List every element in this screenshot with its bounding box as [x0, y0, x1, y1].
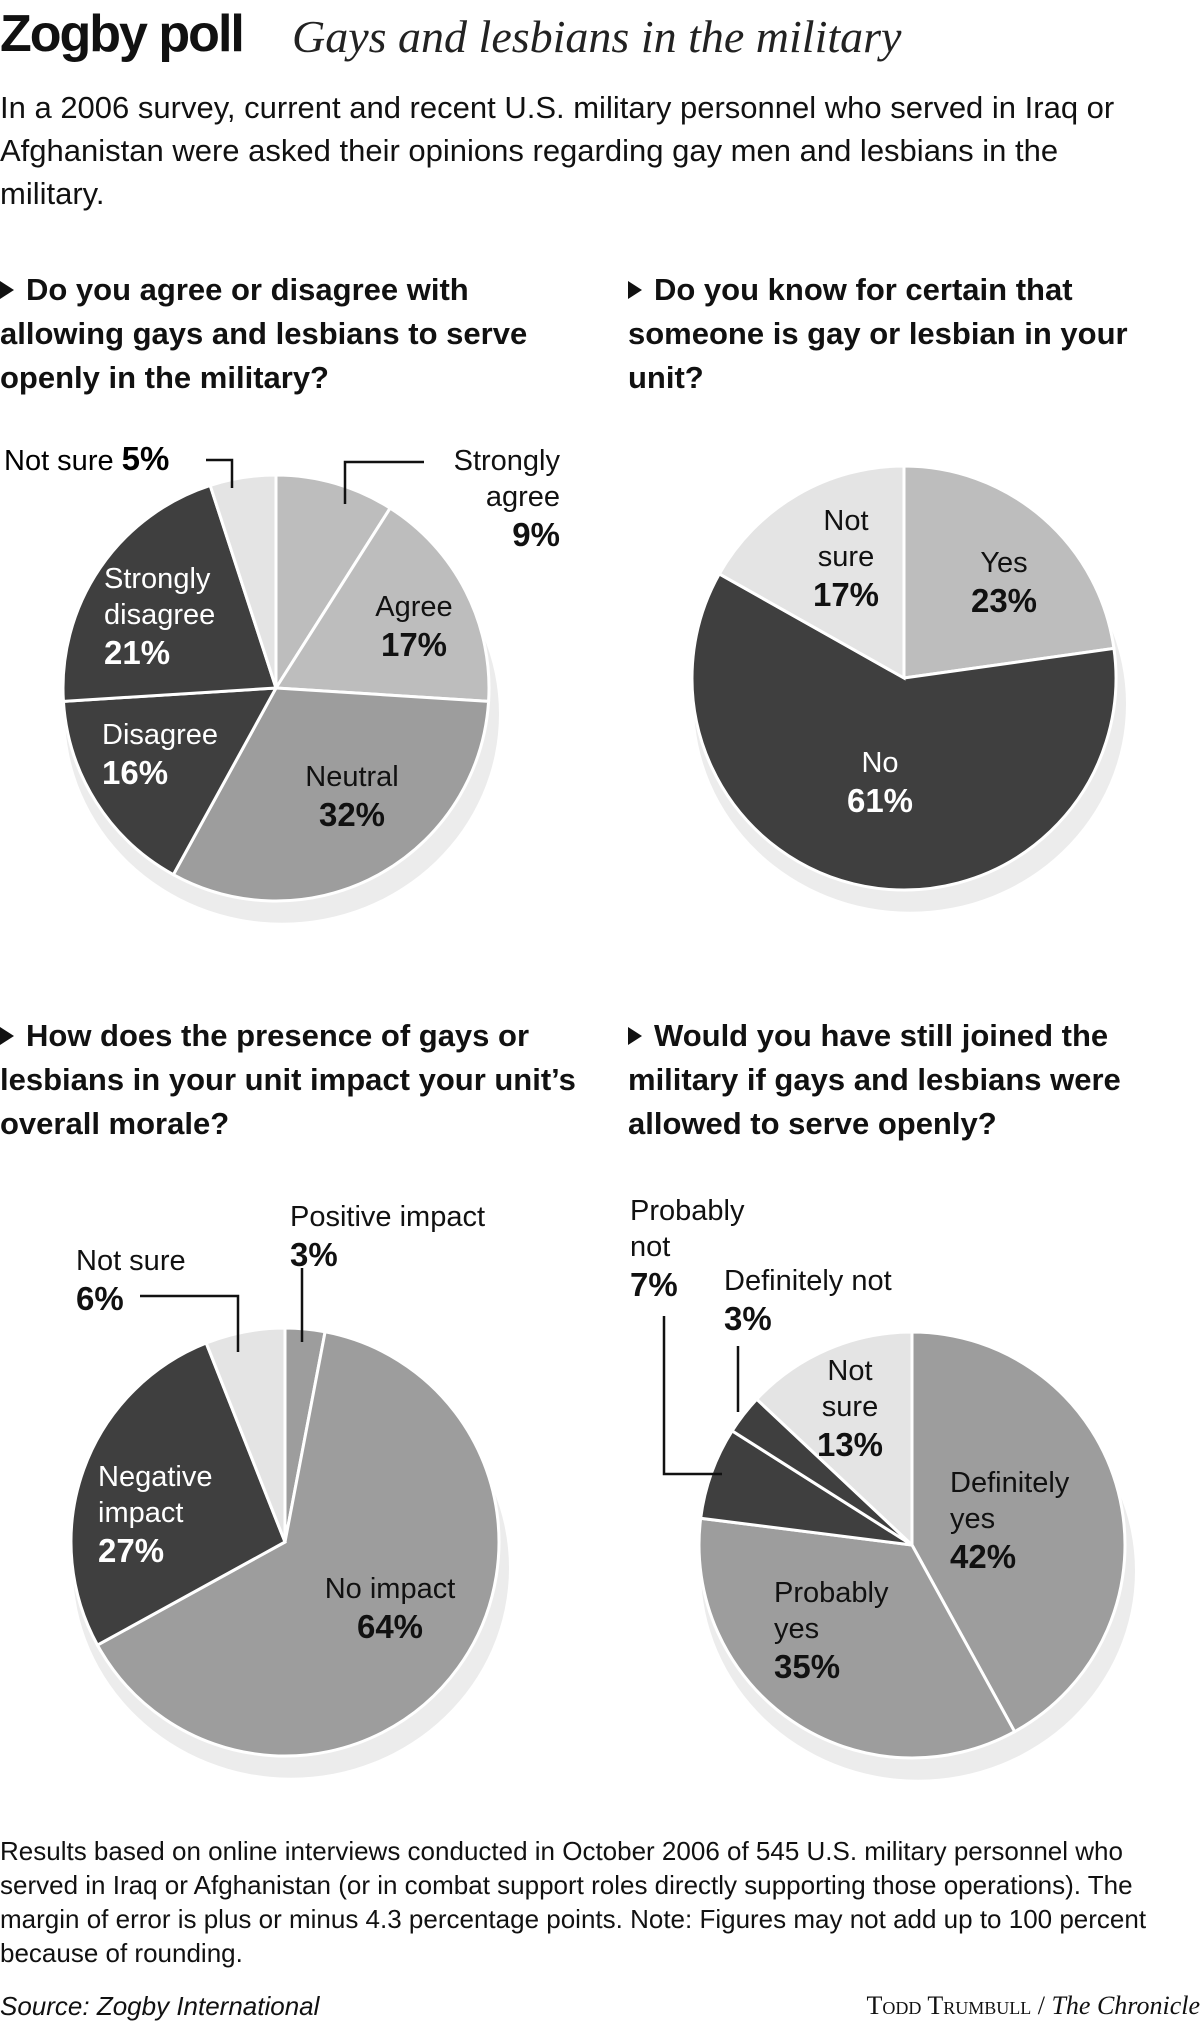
slice-percent: 16%	[102, 754, 168, 791]
pie-slice-not-sure	[208, 473, 278, 689]
question-4-text: Would you have still joined the military…	[628, 1018, 1121, 1141]
question-1: Do you agree or disagree with allowing g…	[0, 268, 580, 400]
slice-percent: 6%	[76, 1280, 124, 1317]
slice-category: agree	[486, 481, 560, 513]
intro-text: In a 2006 survey, current and recent U.S…	[0, 90, 1115, 211]
slice-category: Not sure	[76, 1245, 186, 1277]
slice-category: not	[630, 1231, 670, 1263]
question-3: How does the presence of gays or lesbian…	[0, 1014, 580, 1146]
pie-slice-yes	[902, 464, 1116, 680]
slice-category: Not	[827, 1355, 872, 1387]
pie-slice-not-sure	[717, 464, 906, 681]
pie-chart-4: Definitelyyes42%Probablyyes35%Probablyno…	[630, 1195, 1135, 1780]
leader-line	[206, 458, 234, 488]
slice-category: sure	[818, 541, 874, 573]
slice-percent: 3%	[724, 1300, 772, 1337]
credit: Todd Trumbull / The Chronicle	[866, 1991, 1200, 2020]
pie-slice-definitely-yes	[910, 1330, 1127, 1734]
bullet-triangle-icon	[628, 281, 642, 299]
pie-slice-disagree	[61, 686, 279, 877]
footnote: Results based on online interviews condu…	[0, 1836, 1147, 1968]
slice-label: Not sure 5%	[4, 440, 169, 477]
slice-percent: 17%	[381, 626, 447, 663]
leader-line	[343, 460, 424, 504]
page-title: Zogby poll	[0, 5, 245, 63]
pie-slice-negative-impact	[69, 1341, 287, 1648]
slice-percent: 23%	[971, 582, 1037, 619]
slice-percent: 13%	[817, 1426, 883, 1463]
credit-name: Todd Trumbull	[866, 1991, 1032, 2020]
slice-category: Agree	[375, 591, 452, 623]
pie-slice-strongly-agree	[274, 473, 393, 694]
slice-category: Disagree	[102, 719, 218, 751]
credit-org: The Chronicle	[1051, 1991, 1200, 2020]
slice-category: Not	[823, 505, 868, 537]
leader-line	[662, 1316, 722, 1476]
slice-percent: 32%	[319, 796, 385, 833]
slice-percent: 35%	[774, 1648, 840, 1685]
slice-percent: 3%	[290, 1236, 338, 1273]
question-2: Do you know for certain that someone is …	[628, 268, 1198, 400]
pie-slice-neutral	[171, 686, 491, 903]
slice-category: Not sure	[4, 445, 122, 477]
slice-category: Strongly	[104, 563, 211, 595]
page-subtitle: Gays and lesbians in the military	[292, 11, 902, 62]
slice-category: Probably	[774, 1577, 889, 1609]
leader-line	[140, 1294, 240, 1352]
slice-percent: 61%	[847, 782, 913, 819]
slice-category: Strongly	[454, 445, 561, 477]
slice-category: Positive impact	[290, 1201, 485, 1233]
slice-category: No	[861, 747, 898, 779]
pie-slice-strongly-disagree	[61, 483, 279, 703]
slice-category: Definitely	[950, 1467, 1070, 1499]
pie-slice-no-impact	[95, 1330, 501, 1758]
pie-slice-agree	[273, 506, 491, 703]
pie-slice-not-sure	[754, 1330, 914, 1549]
slice-category: Yes	[980, 547, 1027, 579]
bullet-triangle-icon	[0, 1027, 14, 1045]
slice-category: Neutral	[305, 761, 399, 793]
slice-category: No impact	[325, 1573, 456, 1605]
slice-percent: 9%	[512, 516, 560, 553]
slice-category: disagree	[104, 599, 215, 631]
question-2-text: Do you know for certain that someone is …	[628, 272, 1128, 395]
question-1-text: Do you agree or disagree with allowing g…	[0, 272, 528, 395]
pie-slice-not-sure	[204, 1326, 287, 1543]
slice-percent: 5%	[122, 440, 170, 477]
slice-percent: 64%	[357, 1608, 423, 1645]
pie-slice-probably-yes	[697, 1516, 1017, 1760]
slice-category: yes	[950, 1503, 995, 1535]
question-4: Would you have still joined the military…	[628, 1014, 1198, 1146]
slice-category: yes	[774, 1613, 819, 1645]
slice-category: impact	[98, 1497, 183, 1529]
slice-percent: 17%	[813, 576, 879, 613]
source-note: Source: Zogby International	[0, 1991, 320, 2021]
slice-category: Negative	[98, 1461, 212, 1493]
slice-percent: 42%	[950, 1538, 1016, 1575]
bullet-triangle-icon	[628, 1027, 642, 1045]
question-3-text: How does the presence of gays or lesbian…	[0, 1018, 576, 1141]
slice-percent: 27%	[98, 1532, 164, 1569]
slice-percent: 21%	[104, 634, 170, 671]
slice-category: Probably	[630, 1195, 745, 1227]
slice-percent: 7%	[630, 1266, 678, 1303]
bullet-triangle-icon	[0, 281, 14, 299]
pie-slice-no	[690, 571, 1118, 892]
slice-category: sure	[822, 1391, 878, 1423]
slice-category: Definitely not	[724, 1265, 892, 1297]
